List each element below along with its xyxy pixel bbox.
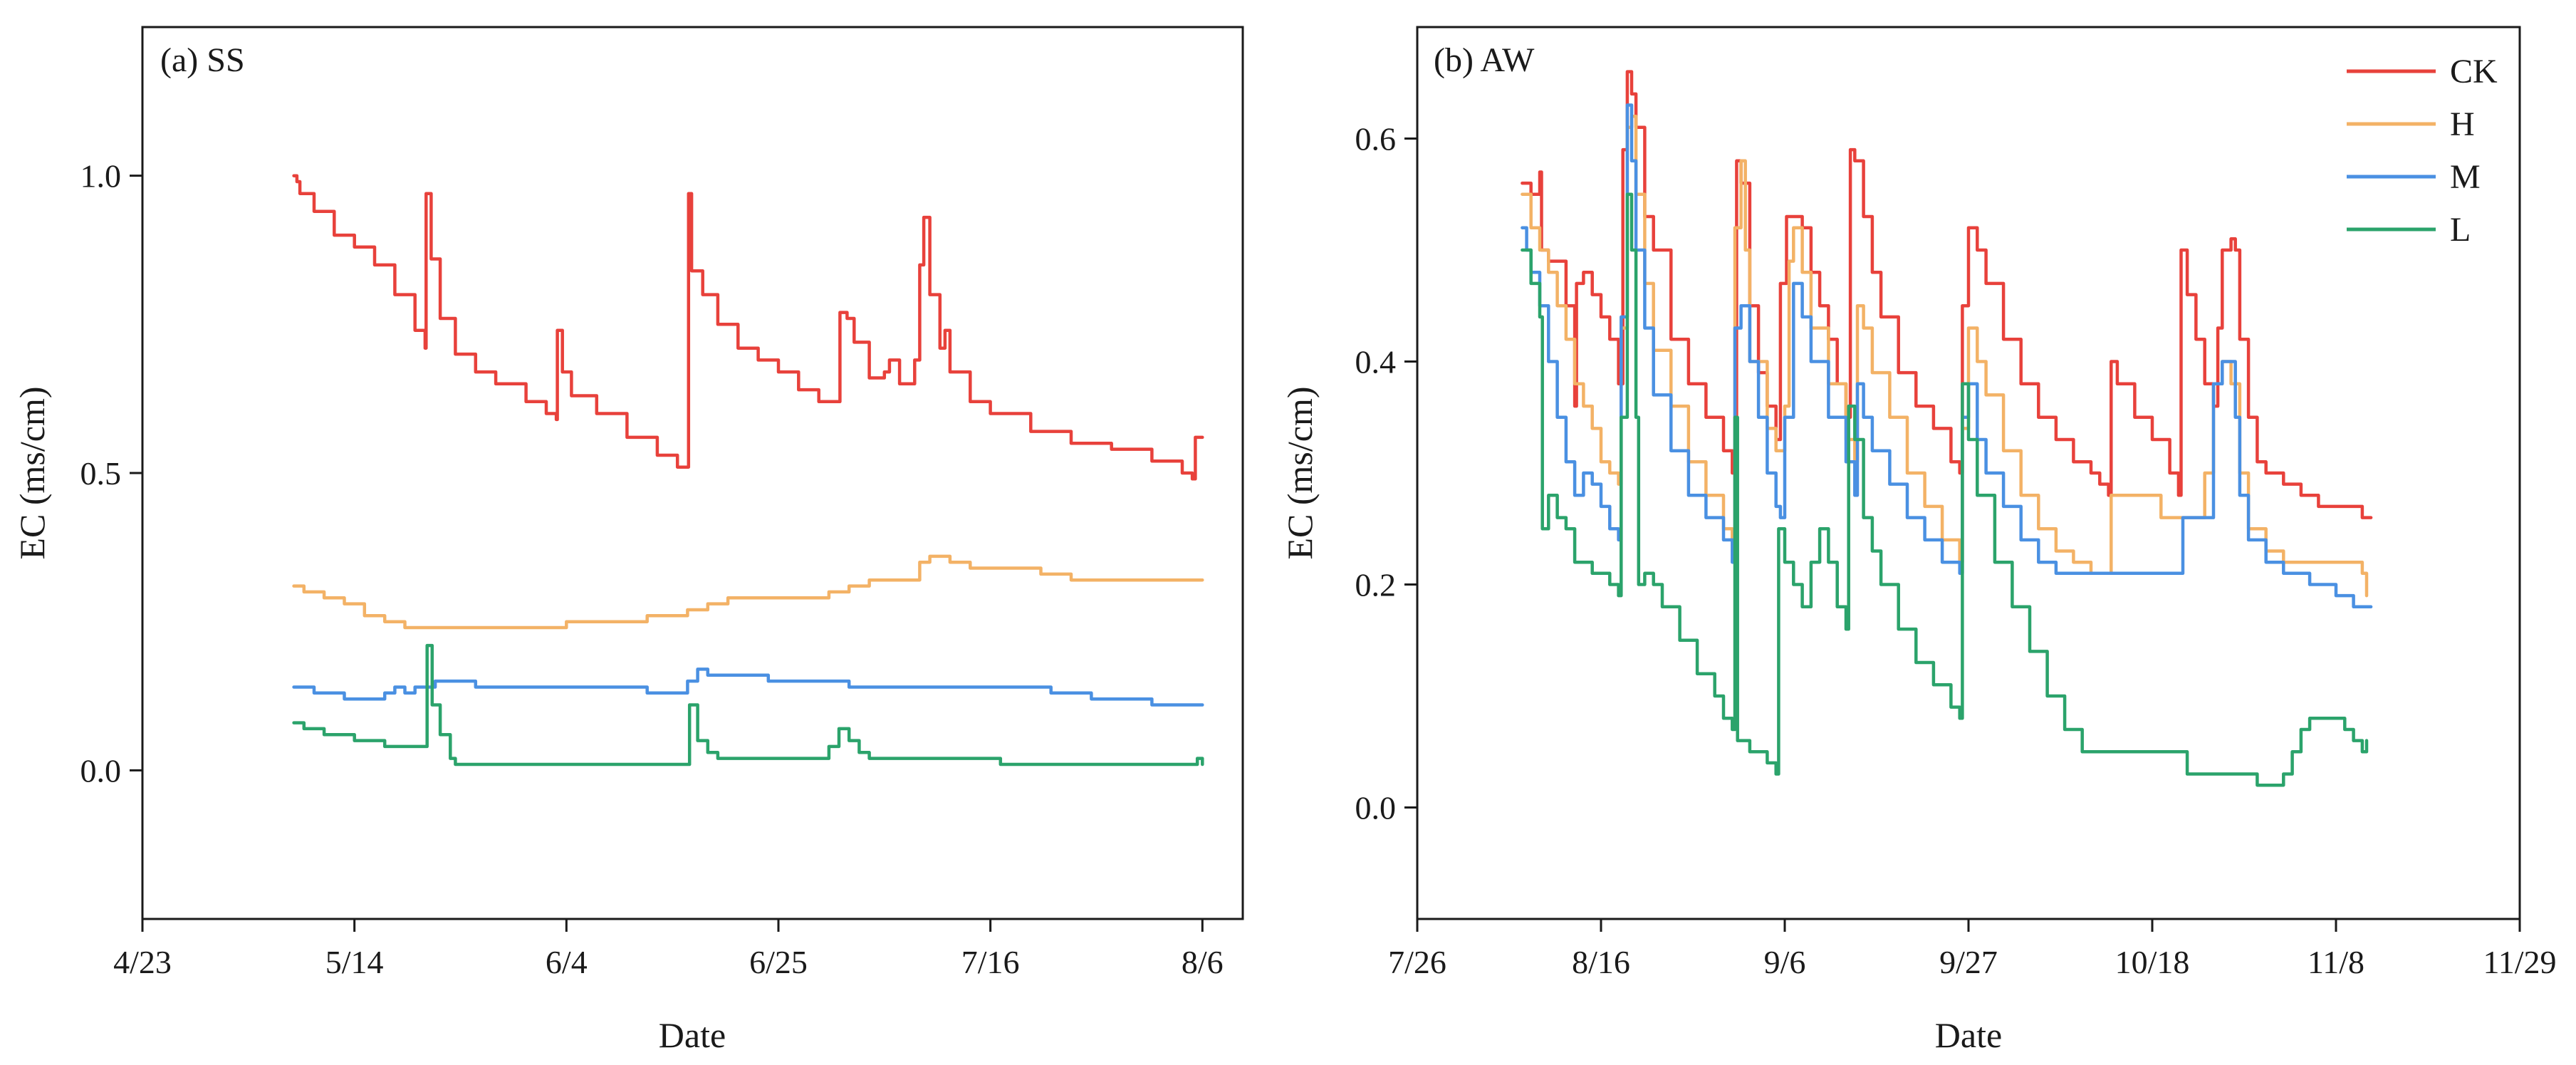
panel-b-y-tick-label: 0.0 xyxy=(1355,790,1397,826)
panel-b-x-tick-label: 9/27 xyxy=(1939,944,1998,980)
panel-a-series-ck xyxy=(292,174,1204,481)
panel-a-y-tick-label: 1.0 xyxy=(80,158,122,194)
panel-b-series-m xyxy=(1521,103,2373,609)
legend-label-h: H xyxy=(2450,105,2475,143)
panel-a-x-tick-label: 6/25 xyxy=(749,944,808,980)
panel-b-x-axis-title: Date xyxy=(1935,1015,2002,1055)
panel-b-y-axis-title: EC (ms/cm) xyxy=(1280,386,1320,559)
panel-b-x-ticks: 7/26 8/16 9/6 9/27 10/18 11/8 11/29 xyxy=(1388,919,2557,980)
legend-entry-ck: CK xyxy=(2347,53,2498,90)
panel-a-x-ticks: 4/23 5/14 6/4 6/25 7/16 8/6 xyxy=(113,919,1224,980)
panel-b-series xyxy=(1521,70,2373,787)
legend-entry-l: L xyxy=(2347,211,2471,249)
panel-a-x-tick-label: 6/4 xyxy=(546,944,588,980)
panel-a-y-tick-label: 0.0 xyxy=(80,752,122,789)
panel-a-ss: 4/23 5/14 6/4 6/25 7/16 8/6 0.00.51.0 (a) SS … xyxy=(12,26,1244,1055)
panel-b-series-ck xyxy=(1521,70,2373,519)
panel-b-label: (b) AW xyxy=(1434,41,1535,79)
panel-a-x-tick-label: 5/14 xyxy=(325,944,384,980)
panel-a-series-m xyxy=(292,667,1204,707)
panel-b-y-tick-label: 0.6 xyxy=(1355,121,1397,157)
panel-b-x-tick-label: 8/16 xyxy=(1572,944,1630,980)
legend-label-m: M xyxy=(2450,158,2481,196)
panel-a-x-tick-label: 4/23 xyxy=(113,944,172,980)
panel-b-y-ticks: 0.0 0.2 0.4 0.6 xyxy=(1355,121,1417,826)
panel-b-x-tick-label: 10/18 xyxy=(2115,944,2190,980)
panel-a-y-axis-title: EC (ms/cm) xyxy=(12,386,52,559)
panel-b-y-tick-label: 0.4 xyxy=(1355,344,1397,380)
panel-a-x-axis-title: Date xyxy=(659,1015,726,1055)
panel-a-series xyxy=(292,174,1204,767)
panel-b-x-tick-label: 9/6 xyxy=(1764,944,1806,980)
panel-b-series-l xyxy=(1521,192,2369,787)
panel-b-x-tick-label: 11/29 xyxy=(2483,944,2556,980)
legend-label-ck: CK xyxy=(2450,53,2498,90)
legend-label-l: L xyxy=(2450,211,2471,249)
panel-a-y-ticks: 0.0 0.5 1.0 xyxy=(80,158,142,789)
legend-entry-m: M xyxy=(2347,158,2481,196)
legend: CK H M L xyxy=(2347,53,2498,249)
panel-a-y-tick-label: 0.5 xyxy=(80,455,122,492)
panel-a-series-l xyxy=(292,643,1204,767)
panel-a-x-tick-label: 8/6 xyxy=(1182,944,1224,980)
panel-b-x-tick-label: 11/8 xyxy=(2308,944,2364,980)
panel-a-label: (a) SS xyxy=(160,41,245,79)
legend-entry-h: H xyxy=(2347,105,2475,143)
panel-a-x-tick-label: 7/16 xyxy=(961,944,1020,980)
panel-b-aw: 7/26 8/16 9/6 9/27 10/18 11/8 11/29 0.00.20.40… xyxy=(1280,26,2557,1055)
panel-a-series-h xyxy=(292,554,1204,630)
panel-b-y-tick-label: 0.2 xyxy=(1355,567,1397,603)
panel-b-x-tick-label: 7/26 xyxy=(1388,944,1446,980)
